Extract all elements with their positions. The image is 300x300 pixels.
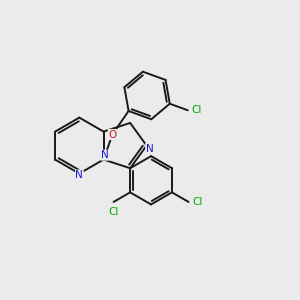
Text: Cl: Cl: [108, 207, 119, 217]
Text: N: N: [146, 143, 153, 154]
Text: O: O: [108, 130, 116, 140]
Text: Cl: Cl: [191, 105, 202, 115]
Text: N: N: [101, 150, 109, 160]
Text: N: N: [76, 170, 83, 180]
Text: Cl: Cl: [192, 197, 202, 207]
